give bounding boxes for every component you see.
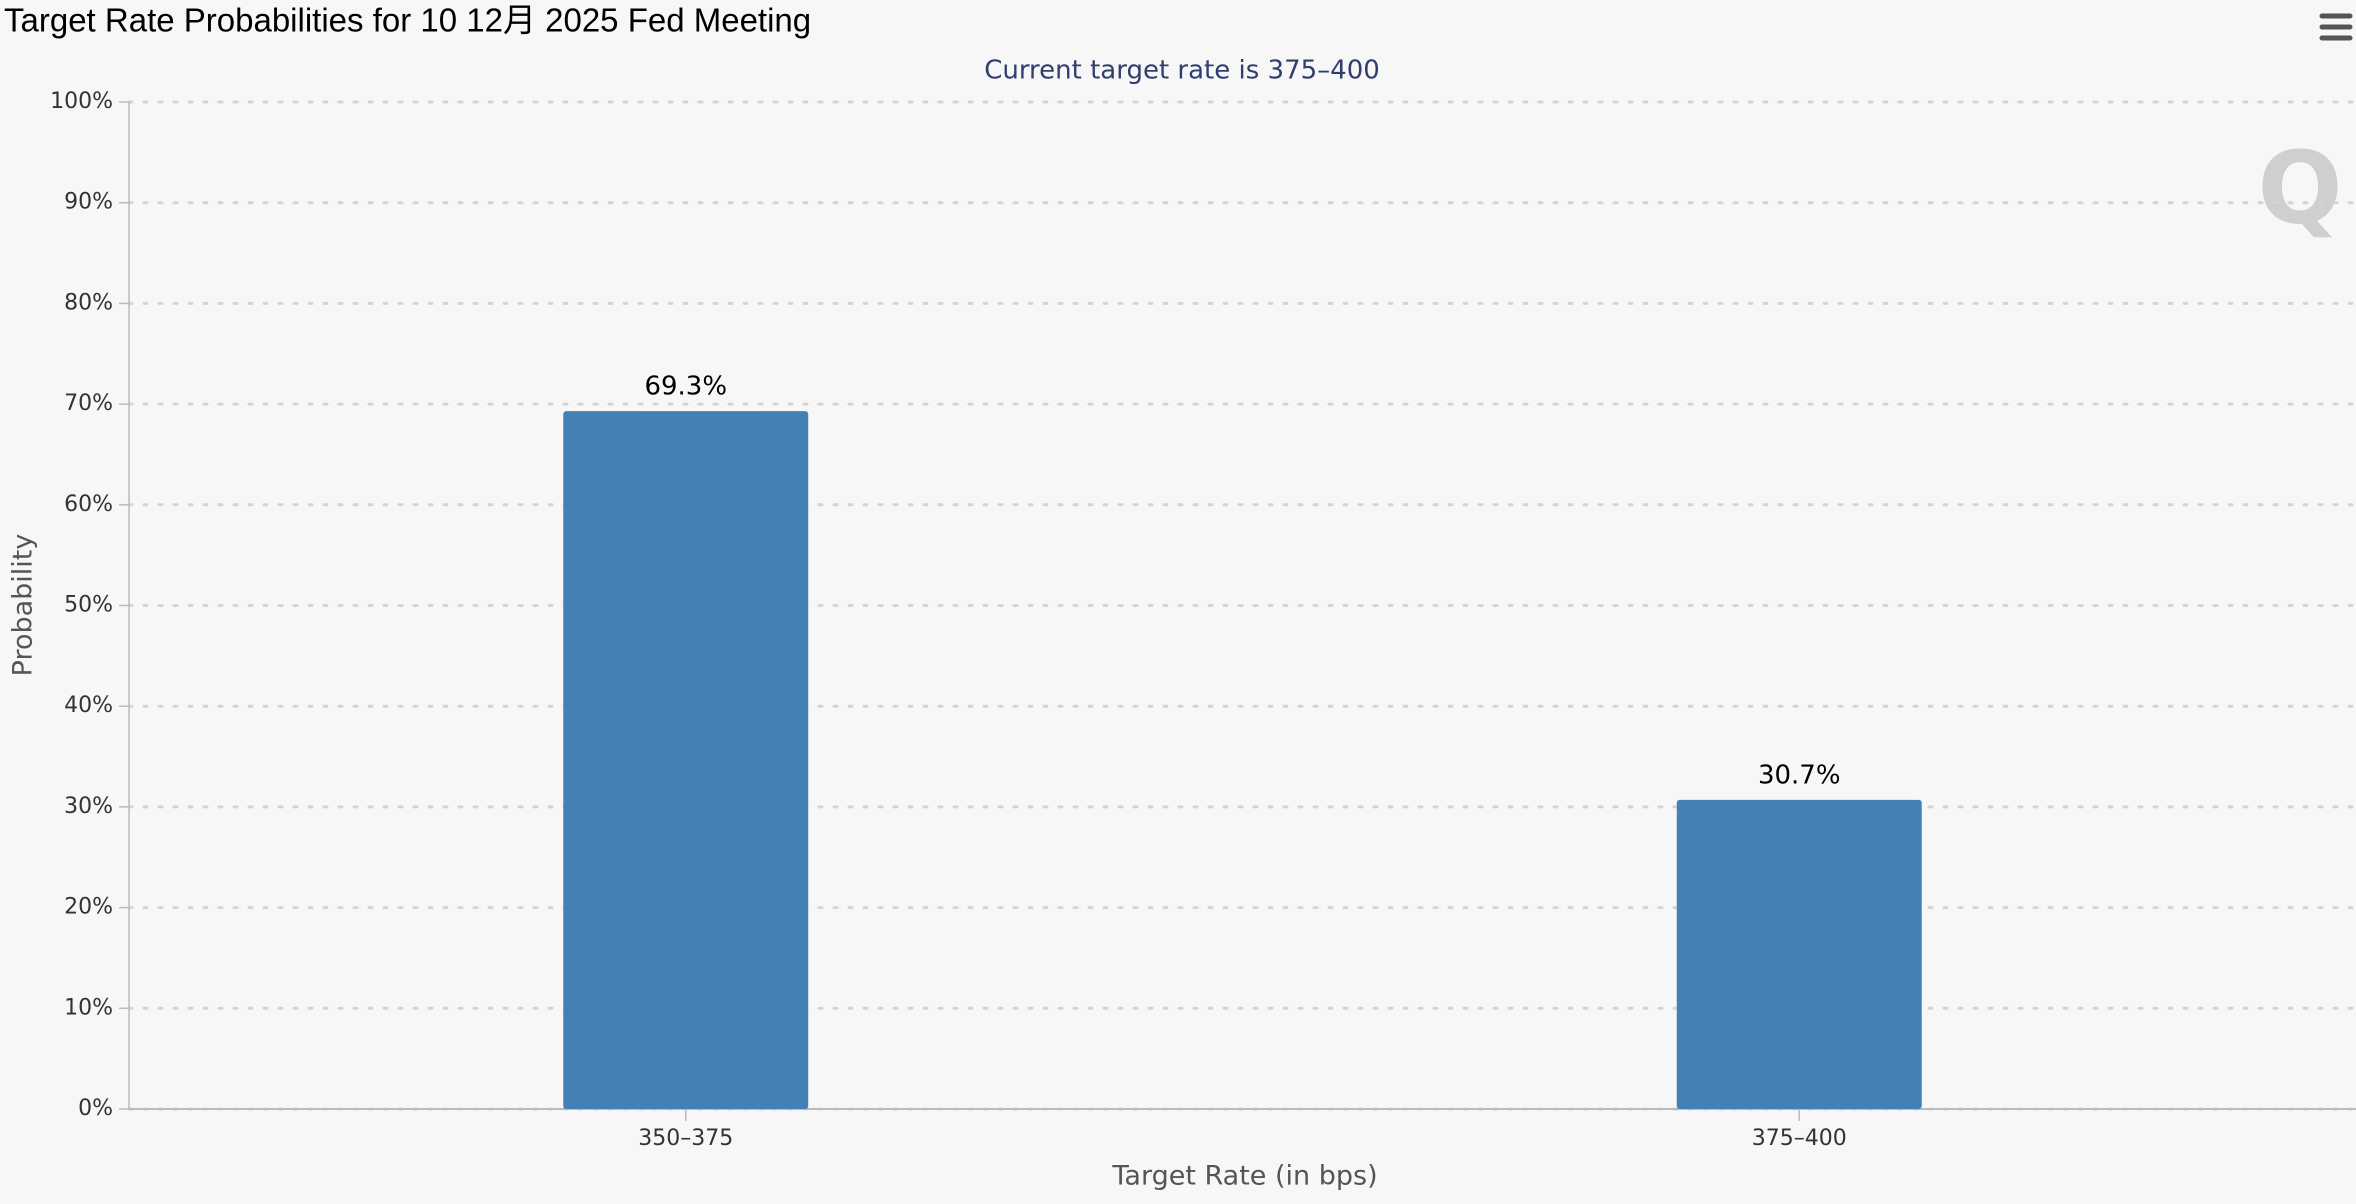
bar <box>1676 799 1922 1109</box>
bar <box>563 411 809 1109</box>
y-tick-label: 60% <box>64 492 113 517</box>
chart-subtitle: Current target rate is 375–400 <box>984 56 1380 86</box>
x-axis-label: Target Rate (in bps) <box>1111 1161 1377 1192</box>
y-tick-label: 0% <box>78 1096 113 1121</box>
watermark: Q <box>2257 129 2342 246</box>
menu-button[interactable] <box>2319 13 2353 41</box>
y-tick-label: 10% <box>64 995 113 1020</box>
x-tick-label: 375–400 <box>1752 1126 1847 1151</box>
y-tick-label: 100% <box>50 89 113 114</box>
chart-title: Target Rate Probabilities for 10 12月 202… <box>4 2 811 39</box>
data-label: 69.3% <box>644 372 727 402</box>
data-label: 30.7% <box>1758 760 1841 790</box>
y-axis-label: Probability <box>8 534 39 677</box>
x-tick-label: 350–375 <box>638 1126 733 1151</box>
y-tick-label: 80% <box>64 290 113 315</box>
y-tick-label: 30% <box>64 794 113 819</box>
y-tick-label: 40% <box>64 693 113 718</box>
y-tick-label: 90% <box>64 190 113 215</box>
y-tick-label: 20% <box>64 895 113 920</box>
y-tick-label: 50% <box>64 593 113 618</box>
y-tick-label: 70% <box>64 391 113 416</box>
